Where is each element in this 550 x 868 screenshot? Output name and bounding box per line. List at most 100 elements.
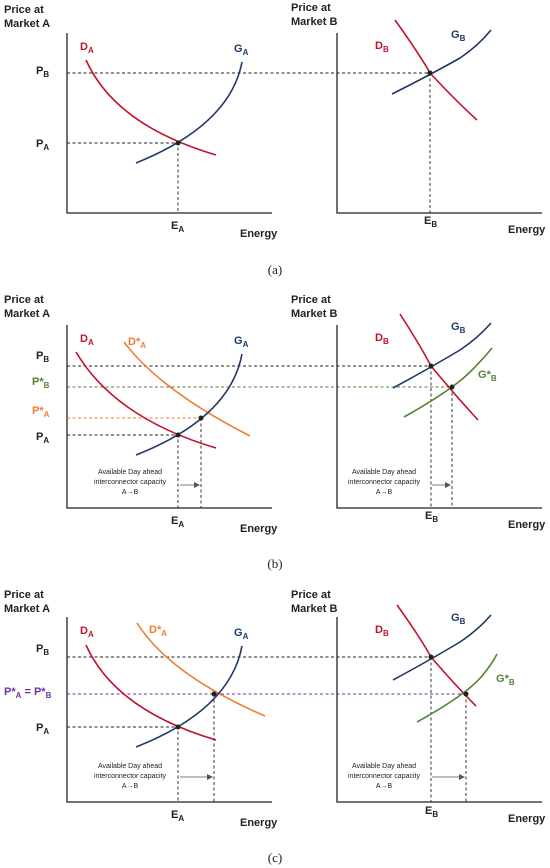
market-b-chart: Price at Market B DB GB G*B Available Day… bbox=[291, 589, 546, 825]
equilibrium-point-b bbox=[428, 654, 434, 660]
interconnector-capacity-note-a: Available Day ahead interconnector capac… bbox=[94, 469, 200, 496]
demand-label-a: DA bbox=[80, 333, 94, 347]
energy-axis-title-b: Energy bbox=[508, 224, 546, 236]
shifted-supply-label-b: G*B bbox=[496, 673, 515, 687]
supply-curve-a bbox=[135, 353, 243, 456]
svg-text:A→B: A→B bbox=[376, 489, 393, 496]
svg-text:interconnector capacity: interconnector capacity bbox=[348, 773, 420, 780]
energy-label-ea: EA bbox=[171, 220, 184, 234]
demand-label-a: DA bbox=[80, 41, 94, 55]
equilibrium-point-b bbox=[428, 363, 434, 369]
supply-curve-a bbox=[135, 61, 243, 164]
shifted-equilibrium-point-a bbox=[211, 691, 217, 697]
supply-label-b: GB bbox=[451, 612, 466, 626]
price-label-pa: PA bbox=[36, 722, 49, 736]
axes-market-b bbox=[336, 325, 542, 509]
caption-a: (a) bbox=[268, 262, 282, 277]
demand-label-a: DA bbox=[80, 625, 94, 639]
caption-c: (c) bbox=[268, 850, 282, 865]
caption-b: (b) bbox=[267, 556, 282, 571]
supply-curve-a bbox=[135, 645, 243, 748]
svg-text:A→B: A→B bbox=[122, 783, 139, 790]
demand-label-b: DB bbox=[375, 40, 389, 54]
market-b-chart: Price at Market B DB GB G*B Available Day… bbox=[291, 294, 546, 531]
energy-axis-title-a: Energy bbox=[240, 523, 278, 535]
price-axis-title-b: Price at Market B bbox=[291, 294, 338, 320]
supply-curve-b bbox=[391, 29, 492, 95]
svg-text:Available Day ahead: Available Day ahead bbox=[352, 469, 416, 476]
shifted-supply-curve-b bbox=[416, 653, 498, 723]
supply-label-a: GA bbox=[234, 627, 249, 641]
price-axis-title-a: Price at Market A bbox=[4, 589, 50, 615]
panel-c: Price at Market A DA D*A GA PB P*A = P*B … bbox=[4, 589, 546, 865]
shifted-equilibrium-point-b bbox=[449, 384, 455, 390]
energy-label-eb: EB bbox=[424, 215, 437, 229]
supply-label-a: GA bbox=[234, 43, 249, 57]
svg-text:A→B: A→B bbox=[376, 783, 393, 790]
shifted-equilibrium-point-a bbox=[198, 415, 204, 421]
price-label-pb-star: P*B bbox=[32, 376, 50, 390]
supply-label-b: GB bbox=[451, 29, 466, 43]
energy-axis-title-b: Energy bbox=[508, 813, 546, 825]
supply-curve-b bbox=[392, 614, 492, 681]
price-axis-title-a: Price at Market A bbox=[4, 4, 50, 30]
shifted-equilibrium-point-b bbox=[463, 691, 469, 697]
axes-market-a bbox=[66, 617, 272, 803]
supply-label-b: GB bbox=[451, 321, 466, 335]
shifted-supply-curve-b bbox=[403, 347, 493, 418]
axes-market-b bbox=[336, 33, 542, 214]
equilibrium-point-b bbox=[427, 70, 433, 76]
price-label-pa-star: P*A bbox=[32, 405, 50, 419]
demand-curve-a bbox=[75, 351, 217, 449]
axes-market-a bbox=[66, 325, 272, 509]
energy-label-eb: EB bbox=[425, 805, 438, 819]
axes-market-a bbox=[66, 33, 272, 214]
market-a-chart: Price at Market A DA D*A GA PB P*B P*A PA… bbox=[4, 294, 452, 535]
energy-axis-title-a: Energy bbox=[240, 817, 278, 829]
equilibrium-point-a bbox=[175, 432, 181, 438]
price-axis-title-a: Price at Market A bbox=[4, 294, 50, 320]
price-label-pb: PB bbox=[36, 350, 49, 364]
shifted-supply-label-b: G*B bbox=[478, 369, 497, 383]
equal-price-label: P*A = P*B bbox=[4, 686, 52, 700]
demand-label-b: DB bbox=[375, 624, 389, 638]
shifted-demand-curve-a bbox=[136, 622, 266, 717]
svg-text:Available Day ahead: Available Day ahead bbox=[98, 469, 162, 476]
price-label-pb: PB bbox=[36, 643, 49, 657]
equilibrium-a-guide bbox=[67, 142, 179, 213]
market-b-chart: Price at Market B DB GB EB Energy bbox=[291, 2, 546, 236]
price-label-pb: PB bbox=[36, 65, 49, 79]
svg-text:interconnector capacity: interconnector capacity bbox=[94, 773, 166, 780]
supply-curve-b bbox=[392, 322, 492, 389]
price-label-pa: PA bbox=[36, 138, 49, 152]
demand-curve-b bbox=[399, 313, 479, 421]
energy-axis-title-a: Energy bbox=[240, 228, 278, 240]
equilibrium-point-a bbox=[175, 140, 181, 146]
market-a-chart: Price at Market A DA GA PB PA EA Energy bbox=[4, 4, 430, 240]
svg-text:interconnector capacity: interconnector capacity bbox=[94, 479, 166, 486]
energy-label-ea: EA bbox=[171, 515, 184, 529]
interconnector-capacity-note-a: Available Day ahead interconnector capac… bbox=[94, 763, 213, 790]
svg-text:Available Day ahead: Available Day ahead bbox=[98, 763, 162, 770]
price-axis-title-b: Price at Market B bbox=[291, 589, 338, 615]
shifted-demand-label-a: D*A bbox=[149, 624, 167, 638]
energy-label-ea: EA bbox=[171, 809, 184, 823]
svg-text:interconnector capacity: interconnector capacity bbox=[348, 479, 420, 486]
panel-a: Price at Market A DA GA PB PA EA Energy P… bbox=[4, 2, 546, 277]
equilibrium-point-a bbox=[175, 724, 181, 730]
demand-curve-a bbox=[85, 644, 217, 741]
interconnector-capacity-note-b: Available Day ahead interconnector capac… bbox=[348, 763, 465, 790]
supply-label-a: GA bbox=[234, 335, 249, 349]
market-a-chart: Price at Market A DA D*A GA PB P*A = P*B … bbox=[4, 589, 466, 829]
shifted-demand-curve-a bbox=[123, 341, 251, 437]
shifted-demand-label-a: D*A bbox=[128, 336, 146, 350]
axes-market-b bbox=[336, 617, 542, 803]
panel-b: Price at Market A DA D*A GA PB P*B P*A PA… bbox=[4, 294, 546, 571]
energy-label-eb: EB bbox=[425, 510, 438, 524]
svg-text:A→B: A→B bbox=[122, 489, 139, 496]
price-axis-title-b: Price at Market B bbox=[291, 2, 338, 28]
svg-text:Available Day ahead: Available Day ahead bbox=[352, 763, 416, 770]
price-label-pa: PA bbox=[36, 431, 49, 445]
interconnector-capacity-note-b: Available Day ahead interconnector capac… bbox=[348, 469, 451, 496]
